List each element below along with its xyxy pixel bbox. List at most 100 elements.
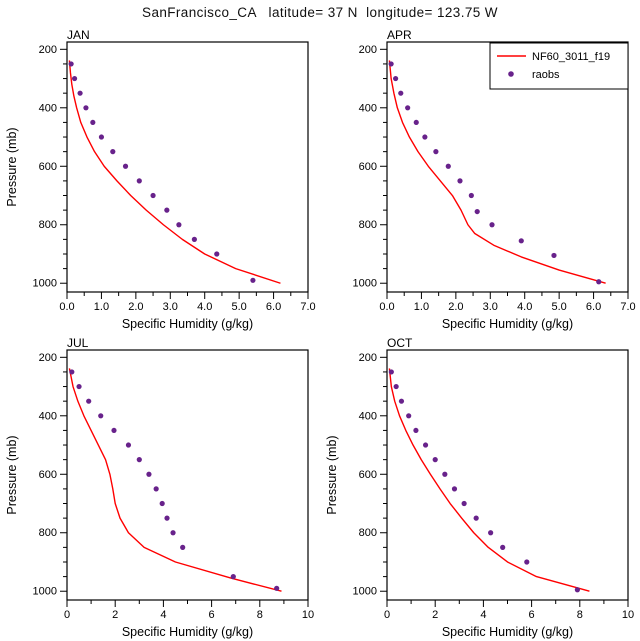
raobs-point [489,222,495,228]
panel-label: OCT [387,338,413,350]
x-axis-tick-label: 3.0 [163,301,178,313]
raobs-point [474,208,480,215]
y-axis-tick-label: 600 [39,161,57,173]
model-line [388,368,590,592]
chart-oct: 200 400 600 800 1000 0 2 4 6 8 10 OCT Specific Humid… [325,338,634,639]
raobs-point [191,236,197,242]
raobs-point [405,105,411,111]
panel-label: JAN [67,30,90,42]
raobs-point [164,207,170,213]
y-axis-title: Pressure (mb) [325,435,339,514]
x-axis-tick-label: 2.0 [448,301,463,313]
model-line [388,60,606,284]
y-axis-tick-label: 200 [359,44,377,56]
x-axis-tick-label: 5.0 [231,301,246,313]
raobs-point [164,515,170,521]
raobs-point [393,383,399,390]
raobs-point [413,119,419,126]
model-line [68,60,281,284]
raobs-point [68,61,74,67]
raobs-point [422,134,428,140]
x-axis-tick-label: 6.0 [266,301,281,313]
raobs-point [146,471,152,477]
raobs-point [432,457,438,463]
raobs-point [176,222,182,228]
raobs-point [433,149,439,155]
raobs-point [388,369,394,375]
x-axis-tick-label: 3.0 [483,301,498,313]
raobs-point [413,427,419,434]
raobs-point [76,383,82,390]
x-axis-title: Specific Humidity (g/kg) [442,317,573,331]
y-axis-tick-label: 600 [39,469,57,481]
raobs-point [153,486,159,492]
raobs-point [500,544,506,550]
x-axis-tick-label: 4 [160,609,166,621]
raobs-point [524,559,530,565]
raobs-point [71,75,78,82]
legend-label-model: NF60_3011_f19 [532,51,610,63]
panel-label: JUL [67,338,89,350]
raobs-point [406,413,412,419]
x-axis-tick-label: 6 [209,609,215,621]
y-axis-tick-label: 400 [359,410,377,422]
x-axis-tick-label: 4 [480,609,486,621]
raobs-point [473,515,479,521]
x-axis-tick-label: 2 [112,609,118,621]
x-axis-tick-label: 8 [257,609,263,621]
y-axis-tick-label: 800 [39,527,57,539]
y-axis-tick-label: 400 [39,410,57,422]
raobs-point [90,119,96,126]
x-axis-tick-label: 7.0 [300,301,315,313]
raobs-point [250,277,256,283]
raobs-point [230,574,236,580]
raobs-point [574,587,580,593]
y-axis-tick-label: 200 [39,352,57,364]
raobs-point [98,413,104,419]
y-axis-title: Pressure (mb) [5,127,19,206]
raobs-point [180,544,186,550]
raobs-point [274,585,280,591]
raobs-point [98,134,105,140]
page-title: SanFrancisco_CA latitude= 37 N longitude… [142,5,498,20]
panel-label: APR [387,30,412,42]
raobs-point [150,192,156,199]
y-axis-tick-label: 1000 [33,278,57,290]
x-axis-title: Specific Humidity (g/kg) [442,625,573,639]
y-axis-tick-label: 200 [39,44,57,56]
chart-jul: 200 400 600 800 1000 0 2 4 6 8 10 JUL Specific Humid… [5,338,314,639]
plot-box [66,349,309,601]
raobs-point [388,61,394,67]
x-axis-tick-label: 1.0 [94,301,109,313]
x-axis-tick-label: 6.0 [586,301,601,313]
raobs-point [136,178,142,184]
raobs-point [442,471,448,477]
raobs-point [159,500,165,507]
x-axis-tick-label: 4.0 [197,301,212,313]
plot-box [66,41,309,293]
x-axis-tick-label: 7.0 [620,301,635,313]
y-axis-tick-label: 1000 [353,586,377,598]
raobs-point [125,442,132,448]
x-axis-tick-label: 2.0 [128,301,143,313]
raobs-point [86,398,92,404]
x-axis-tick-label: 0 [384,609,390,621]
raobs-point [77,90,83,96]
raobs-point [551,252,557,259]
raobs-point [488,530,494,536]
x-axis-tick-label: 10 [622,609,634,621]
x-axis-tick-label: 2 [432,609,438,621]
y-axis-tick-label: 600 [359,469,377,481]
y-axis-tick-label: 1000 [353,278,377,290]
model-line [68,368,282,592]
x-axis-title: Specific Humidity (g/kg) [122,625,253,639]
raobs-point [122,163,129,169]
y-axis-title: Pressure (mb) [5,435,19,514]
y-axis-tick-label: 400 [359,102,377,114]
raobs-point [468,192,474,199]
x-axis-title: Specific Humidity (g/kg) [122,317,253,331]
legend-label-raobs: raobs [532,69,560,81]
y-axis-tick-label: 800 [359,219,377,231]
